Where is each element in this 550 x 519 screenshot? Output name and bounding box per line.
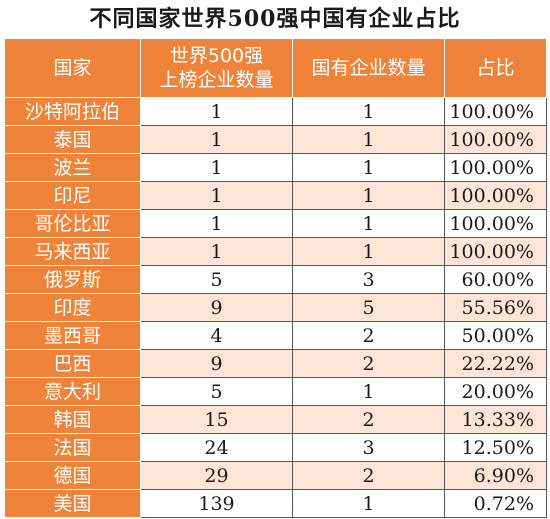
country-cell: 沙特阿拉伯 [4, 97, 141, 126]
header-top500-line2: 上榜企业数量 [159, 69, 274, 91]
ratio-cell: 50.00% [444, 321, 547, 350]
table-row: 印度 9 5 55.56% [4, 293, 547, 322]
header-soe: 国有企业数量 [292, 38, 445, 98]
soe-cell: 1 [292, 209, 445, 238]
table-body: 沙特阿拉伯 1 1 100.00% 泰国 1 1 100.00% 波兰 1 1 100.00% 印尼 1 1… [4, 97, 547, 518]
soe-cell: 2 [292, 321, 445, 350]
soe-cell: 2 [292, 461, 445, 490]
table-row: 意大利 5 1 20.00% [4, 377, 547, 406]
ratio-cell: 100.00% [444, 181, 547, 210]
top500-cell: 5 [140, 265, 293, 294]
ratio-cell: 22.22% [444, 349, 547, 378]
table-row: 韩国 15 2 13.33% [4, 405, 547, 434]
top500-cell: 9 [140, 349, 293, 378]
country-cell: 墨西哥 [4, 321, 141, 350]
data-table: 国家 世界500强 上榜企业数量 国有企业数量 占比 沙特阿拉伯 1 1 100.00… [4, 38, 547, 518]
country-cell: 印尼 [4, 181, 141, 210]
ratio-cell: 0.72% [444, 489, 547, 518]
ratio-cell: 60.00% [444, 265, 547, 294]
top500-cell: 1 [140, 153, 293, 182]
country-cell: 德国 [4, 461, 141, 490]
soe-cell: 1 [292, 237, 445, 266]
top500-cell: 1 [140, 125, 293, 154]
top500-cell: 139 [140, 489, 293, 518]
top500-cell: 1 [140, 237, 293, 266]
table-row: 巴西 9 2 22.22% [4, 349, 547, 378]
ratio-cell: 12.50% [444, 433, 547, 462]
table-row: 法国 24 3 12.50% [4, 433, 547, 462]
top500-cell: 5 [140, 377, 293, 406]
soe-cell: 2 [292, 349, 445, 378]
top500-cell: 1 [140, 97, 293, 126]
table-row: 德国 29 2 6.90% [4, 461, 547, 490]
top500-cell: 1 [140, 209, 293, 238]
country-cell: 美国 [4, 489, 141, 518]
top500-cell: 1 [140, 181, 293, 210]
country-cell: 泰国 [4, 125, 141, 154]
top500-cell: 15 [140, 405, 293, 434]
ratio-cell: 13.33% [444, 405, 547, 434]
table-title: 不同国家世界500强中国有企业占比 [89, 6, 461, 32]
top500-cell: 4 [140, 321, 293, 350]
soe-cell: 3 [292, 433, 445, 462]
country-cell: 巴西 [4, 349, 141, 378]
soe-cell: 2 [292, 405, 445, 434]
ratio-cell: 100.00% [444, 125, 547, 154]
top500-cell: 9 [140, 293, 293, 322]
ratio-cell: 100.00% [444, 237, 547, 266]
table-row: 哥伦比亚 1 1 100.00% [4, 209, 547, 238]
header-top500-line1: 世界500强 [169, 45, 264, 67]
ratio-cell: 6.90% [444, 461, 547, 490]
soe-cell: 1 [292, 125, 445, 154]
soe-cell: 1 [292, 377, 445, 406]
table-row: 马来西亚 1 1 100.00% [4, 237, 547, 266]
country-cell: 马来西亚 [4, 237, 141, 266]
table-row: 美国 139 1 0.72% [4, 489, 547, 518]
table-row: 泰国 1 1 100.00% [4, 125, 547, 154]
soe-cell: 1 [292, 97, 445, 126]
table-row: 波兰 1 1 100.00% [4, 153, 547, 182]
ratio-cell: 100.00% [444, 153, 547, 182]
top500-cell: 24 [140, 433, 293, 462]
ratio-cell: 100.00% [444, 97, 547, 126]
ratio-cell: 100.00% [444, 209, 547, 238]
header-row: 国家 世界500强 上榜企业数量 国有企业数量 占比 [4, 38, 547, 98]
header-country: 国家 [4, 38, 141, 98]
country-cell: 法国 [4, 433, 141, 462]
soe-cell: 3 [292, 265, 445, 294]
table-row: 沙特阿拉伯 1 1 100.00% [4, 97, 547, 126]
soe-cell: 5 [292, 293, 445, 322]
header-ratio: 占比 [444, 38, 547, 98]
table-row: 俄罗斯 5 3 60.00% [4, 265, 547, 294]
soe-cell: 1 [292, 181, 445, 210]
ratio-cell: 55.56% [444, 293, 547, 322]
country-cell: 哥伦比亚 [4, 209, 141, 238]
country-cell: 意大利 [4, 377, 141, 406]
table-row: 印尼 1 1 100.00% [4, 181, 547, 210]
country-cell: 韩国 [4, 405, 141, 434]
header-top500: 世界500强 上榜企业数量 [140, 38, 293, 98]
country-cell: 俄罗斯 [4, 265, 141, 294]
country-cell: 波兰 [4, 153, 141, 182]
country-cell: 印度 [4, 293, 141, 322]
soe-cell: 1 [292, 153, 445, 182]
soe-cell: 1 [292, 489, 445, 518]
table-row: 墨西哥 4 2 50.00% [4, 321, 547, 350]
top500-cell: 29 [140, 461, 293, 490]
ratio-cell: 20.00% [444, 377, 547, 406]
